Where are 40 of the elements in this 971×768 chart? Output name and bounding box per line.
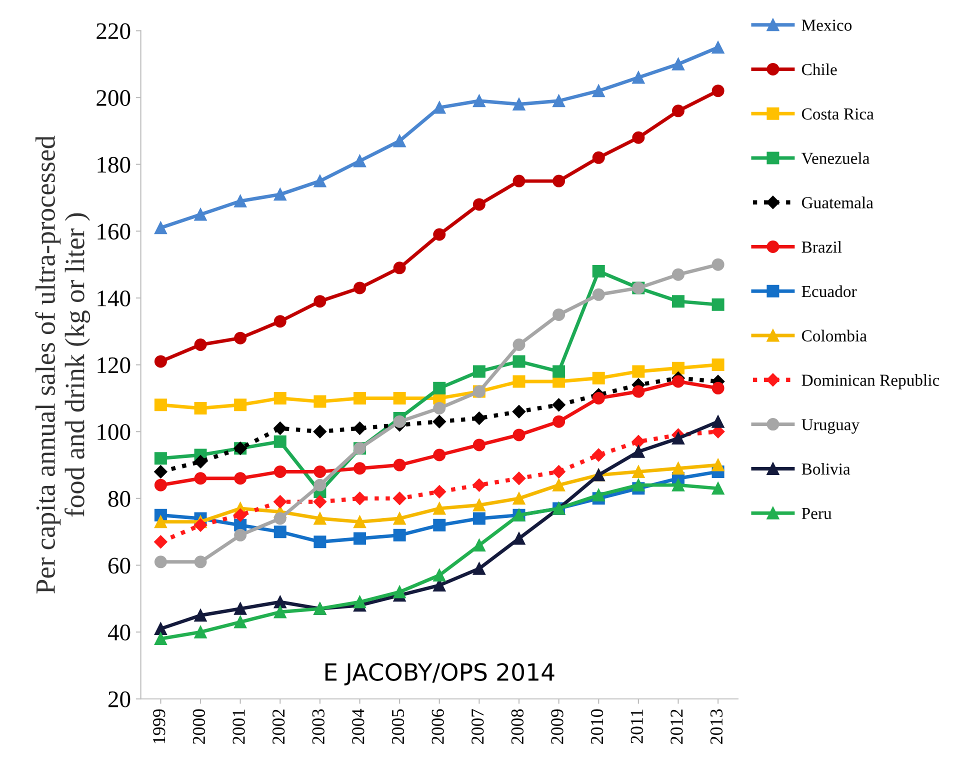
y-tick-label: 80 bbox=[108, 490, 130, 507]
x-tick-label: 1999 bbox=[153, 709, 166, 744]
x-tick-label: 2011 bbox=[630, 710, 643, 744]
y-tick-label: 160 bbox=[98, 224, 130, 240]
x-tick-label: 2010 bbox=[590, 709, 604, 744]
y-tick-label: 20 bbox=[108, 691, 130, 708]
x-tick-label: 2006 bbox=[432, 709, 444, 744]
x-tick-label: 2007 bbox=[472, 709, 484, 744]
y-tick-label: 40 bbox=[108, 624, 130, 640]
legend-label: Ecuador bbox=[802, 285, 857, 298]
x-tick-label: 2013 bbox=[710, 709, 723, 744]
legend-label: Venezuela bbox=[801, 152, 870, 164]
y-tick-label: 220 bbox=[96, 23, 130, 40]
legend-label: Brazil bbox=[802, 241, 842, 253]
x-tick-label: 2012 bbox=[670, 710, 683, 744]
y-tick-label: 100 bbox=[98, 424, 130, 440]
annotation: E JACOBY/OPS 2014 bbox=[325, 663, 554, 686]
legend-label: Costa Rica bbox=[802, 108, 874, 120]
x-tick-label: 2002 bbox=[272, 710, 285, 744]
x-tick-label: 2003 bbox=[312, 709, 324, 744]
x-tick-label: 2004 bbox=[352, 708, 364, 744]
x-tick-label: 2005 bbox=[392, 709, 404, 744]
legend-label: Peru bbox=[802, 508, 832, 520]
x-tick-label: 2000 bbox=[192, 709, 206, 744]
y-tick-label: 120 bbox=[98, 357, 130, 374]
legend-label: Dominican Republic bbox=[802, 374, 940, 390]
legend-label: Guatemala bbox=[802, 196, 874, 208]
y-tick-label: 60 bbox=[108, 558, 130, 574]
y-tick-label: 180 bbox=[98, 156, 130, 173]
legend-label: Chile bbox=[802, 63, 837, 76]
x-tick-label: 2008 bbox=[511, 709, 524, 744]
y-tick-label: 200 bbox=[96, 90, 130, 106]
legend-label: Uruguay bbox=[802, 419, 860, 434]
legend-label: Mexico bbox=[802, 20, 852, 31]
y-axis-title: Per capita annual sales of ultra-processed food and drink (kg or liter ) bbox=[35, 136, 90, 594]
legend-label: Colombia bbox=[802, 330, 867, 342]
y-tick-label: 140 bbox=[98, 290, 130, 306]
x-tick-label: 2001 bbox=[232, 710, 245, 744]
legend-label: Bolivia bbox=[802, 462, 850, 475]
x-tick-label: 2009 bbox=[551, 709, 564, 744]
